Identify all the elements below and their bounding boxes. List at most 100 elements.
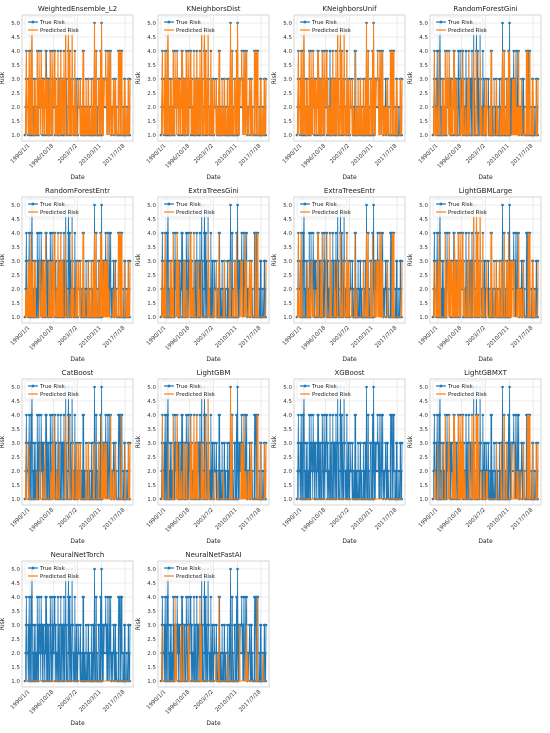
true-risk-point xyxy=(303,287,307,291)
y-tick-label: 4.5 xyxy=(11,399,20,405)
x-tick-label: 2010/3/11 xyxy=(486,325,510,349)
y-tick-label: 4.0 xyxy=(283,231,292,237)
true-risk-point xyxy=(305,441,309,445)
y-axis-label: Risk xyxy=(271,253,278,266)
true-risk-point xyxy=(30,413,33,417)
true-risk-point xyxy=(392,413,396,417)
x-tick-label: 2003/7/2 xyxy=(193,143,215,165)
legend-label-predicted-risk: Predicted Risk xyxy=(40,210,80,216)
true-risk-point xyxy=(90,469,94,473)
true-risk-point xyxy=(309,231,313,235)
y-tick-label: 4.0 xyxy=(283,49,292,55)
true-risk-point xyxy=(53,595,57,599)
true-risk-point xyxy=(164,623,168,627)
legend-label-true-risk: True Risk xyxy=(39,202,66,208)
y-tick-label: 1.0 xyxy=(419,315,428,321)
true-risk-point xyxy=(104,413,108,417)
x-tick-label: 2017/7/18 xyxy=(102,325,127,350)
y-tick-label: 4.0 xyxy=(147,595,156,601)
subplot-neuralnettorch: 1.0 1.5 2.0 2.5 3.0 3.5 4.0 4.5 5.0 1990/1/11996/… xyxy=(0,551,134,727)
legend-label-predicted-risk: Predicted Risk xyxy=(448,28,488,34)
true-risk-point xyxy=(400,469,403,473)
y-tick-label: 3.0 xyxy=(419,259,428,265)
subplot-lightgbm: 1.0 1.5 2.0 2.5 3.0 3.5 4.0 4.5 5.0 1990/1/11996/… xyxy=(135,369,270,545)
y-tick-label: 3.0 xyxy=(147,623,156,629)
x-tick-label: 1990/1/1 xyxy=(10,325,32,347)
true-risk-point xyxy=(39,231,43,235)
y-tick-label: 4.5 xyxy=(283,35,292,41)
true-risk-point xyxy=(214,469,218,473)
y-tick-label: 2.5 xyxy=(283,455,292,461)
x-tick-label: 2010/3/11 xyxy=(78,143,102,167)
true-risk-point xyxy=(209,413,213,417)
true-risk-point xyxy=(300,441,304,445)
x-axis-label: Date xyxy=(206,356,221,363)
true-risk-point xyxy=(258,287,261,291)
y-tick-label: 1.5 xyxy=(11,665,20,671)
true-risk-point xyxy=(28,651,32,655)
true-risk-point xyxy=(201,623,204,627)
y-tick-label: 4.5 xyxy=(419,217,428,223)
true-risk-point xyxy=(362,469,366,473)
y-tick-label: 3.5 xyxy=(147,63,156,69)
y-tick-label: 1.5 xyxy=(419,483,428,489)
y-axis-label: Risk xyxy=(0,617,6,630)
y-tick-label: 1.0 xyxy=(147,315,156,321)
y-tick-label: 5.0 xyxy=(147,385,156,391)
x-tick-label: 1996/10/18 xyxy=(29,689,56,716)
true-risk-point xyxy=(112,651,116,655)
x-tick-label: 1990/1/1 xyxy=(282,143,304,165)
true-risk-point xyxy=(100,203,103,207)
true-risk-point xyxy=(166,595,169,599)
true-risk-point xyxy=(31,651,35,655)
true-risk-point xyxy=(331,413,335,417)
y-tick-label: 3.0 xyxy=(283,77,292,83)
legend-label-true-risk: True Risk xyxy=(175,384,202,390)
legend-label-predicted-risk: Predicted Risk xyxy=(176,210,216,216)
y-tick-label: 2.0 xyxy=(419,105,428,111)
x-tick-label: 2017/7/18 xyxy=(510,325,535,350)
y-tick-label: 1.5 xyxy=(147,665,156,671)
true-risk-point xyxy=(517,441,520,445)
x-tick-label: 1996/10/18 xyxy=(29,143,56,170)
x-tick-label: 2003/7/2 xyxy=(57,507,79,529)
true-risk-point xyxy=(37,413,41,417)
true-risk-point xyxy=(209,595,213,599)
true-risk-point xyxy=(80,651,84,655)
true-risk-point xyxy=(390,441,394,445)
x-tick-label: 1996/10/18 xyxy=(437,325,464,352)
true-risk-point xyxy=(128,623,132,627)
y-axis-label: Risk xyxy=(0,253,6,266)
x-tick-label: 1990/1/1 xyxy=(282,325,304,347)
x-tick-label: 2017/7/18 xyxy=(510,507,535,532)
y-tick-label: 1.5 xyxy=(283,483,292,489)
true-risk-point xyxy=(164,441,168,445)
true-risk-point xyxy=(223,441,226,445)
y-tick-label: 3.5 xyxy=(11,609,20,615)
true-risk-point xyxy=(68,595,72,599)
true-risk-point xyxy=(31,469,35,473)
true-risk-point xyxy=(105,623,109,627)
true-risk-point xyxy=(180,287,183,291)
x-tick-label: 2010/3/11 xyxy=(350,143,374,167)
true-risk-point xyxy=(92,623,96,627)
y-tick-label: 2.5 xyxy=(11,637,20,643)
true-risk-point xyxy=(376,469,380,473)
true-risk-point xyxy=(488,469,492,473)
true-risk-point xyxy=(164,469,168,473)
x-tick-label: 2010/3/11 xyxy=(486,507,510,531)
true-risk-point xyxy=(302,413,305,417)
true-risk-point xyxy=(120,595,124,599)
true-risk-point xyxy=(195,231,199,235)
x-tick-label: 1996/10/18 xyxy=(29,325,56,352)
legend-label-predicted-risk: Predicted Risk xyxy=(448,210,488,216)
true-risk-point xyxy=(114,623,117,627)
true-risk-point xyxy=(236,567,239,571)
y-tick-label: 2.5 xyxy=(419,91,428,97)
y-tick-label: 1.0 xyxy=(11,679,20,685)
x-tick-label: 1996/10/18 xyxy=(165,143,192,170)
true-risk-point xyxy=(37,595,41,599)
true-risk-point xyxy=(224,469,227,473)
true-risk-point xyxy=(204,231,208,235)
subplot-title: WeightedEnsemble_L2 xyxy=(38,5,117,13)
